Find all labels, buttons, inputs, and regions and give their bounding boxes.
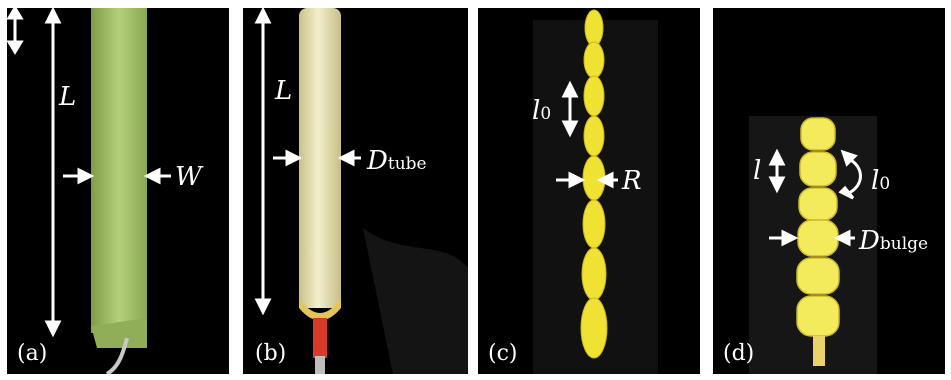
film-end (91, 318, 147, 348)
label-rest-symbol: l (871, 166, 880, 196)
curved-arrow (838, 149, 862, 200)
label-diameter-symbol: D (859, 226, 880, 256)
label-width: W (175, 162, 202, 192)
inlet-tube (105, 337, 129, 374)
label-segment: l (753, 156, 762, 186)
fabric-shade (363, 228, 468, 374)
label-rest-length: l0 (871, 168, 890, 194)
panel-d-graphic (749, 116, 877, 374)
panel-c: l0 R (c) (478, 8, 700, 374)
length-arrow (44, 8, 62, 338)
label-segment: l0 (532, 98, 551, 124)
segment-arrow (561, 80, 579, 138)
inlet-tip (813, 336, 825, 366)
label-diameter-symbol: D (367, 146, 388, 176)
diameter-arrows (769, 229, 855, 247)
red-connector (313, 318, 327, 358)
label-diameter-sub: tube (387, 154, 427, 174)
scale-arrow (7, 8, 24, 55)
panel-a: L W (a) (7, 8, 229, 374)
label-diameter-sub: bulge (879, 234, 929, 254)
inflated-tube (299, 8, 341, 308)
panel-tag: (d) (723, 341, 755, 366)
bulge-chain (796, 117, 840, 337)
label-radius: R (622, 166, 642, 196)
label-segment-symbol: l (532, 96, 541, 126)
film-strip (91, 8, 147, 333)
diameter-arrows (273, 149, 361, 167)
panel-tag: (c) (488, 341, 518, 366)
segment-arrow (768, 148, 786, 194)
panel-d: l l0 Dbulge (d) (713, 8, 945, 374)
panel-tag: (b) (255, 341, 287, 366)
panel-b: L Dtube (b) (243, 8, 468, 374)
twisted-bulges (580, 9, 608, 359)
length-arrow (254, 8, 272, 316)
label-segment-sub: 0 (540, 104, 552, 124)
label-diameter: Dbulge (859, 228, 928, 254)
label-diameter: Dtube (367, 148, 427, 174)
width-arrows (63, 167, 171, 185)
label-length: L (275, 76, 293, 106)
panel-b-graphic (254, 8, 468, 374)
radius-arrows (556, 171, 618, 189)
panel-a-graphic (7, 8, 171, 374)
inlet-tube (315, 356, 325, 374)
tube-end (299, 298, 341, 321)
panel-c-graphic (533, 9, 658, 374)
label-length: L (59, 82, 77, 112)
panel-tag: (a) (17, 341, 48, 366)
label-rest-sub: 0 (879, 174, 891, 194)
